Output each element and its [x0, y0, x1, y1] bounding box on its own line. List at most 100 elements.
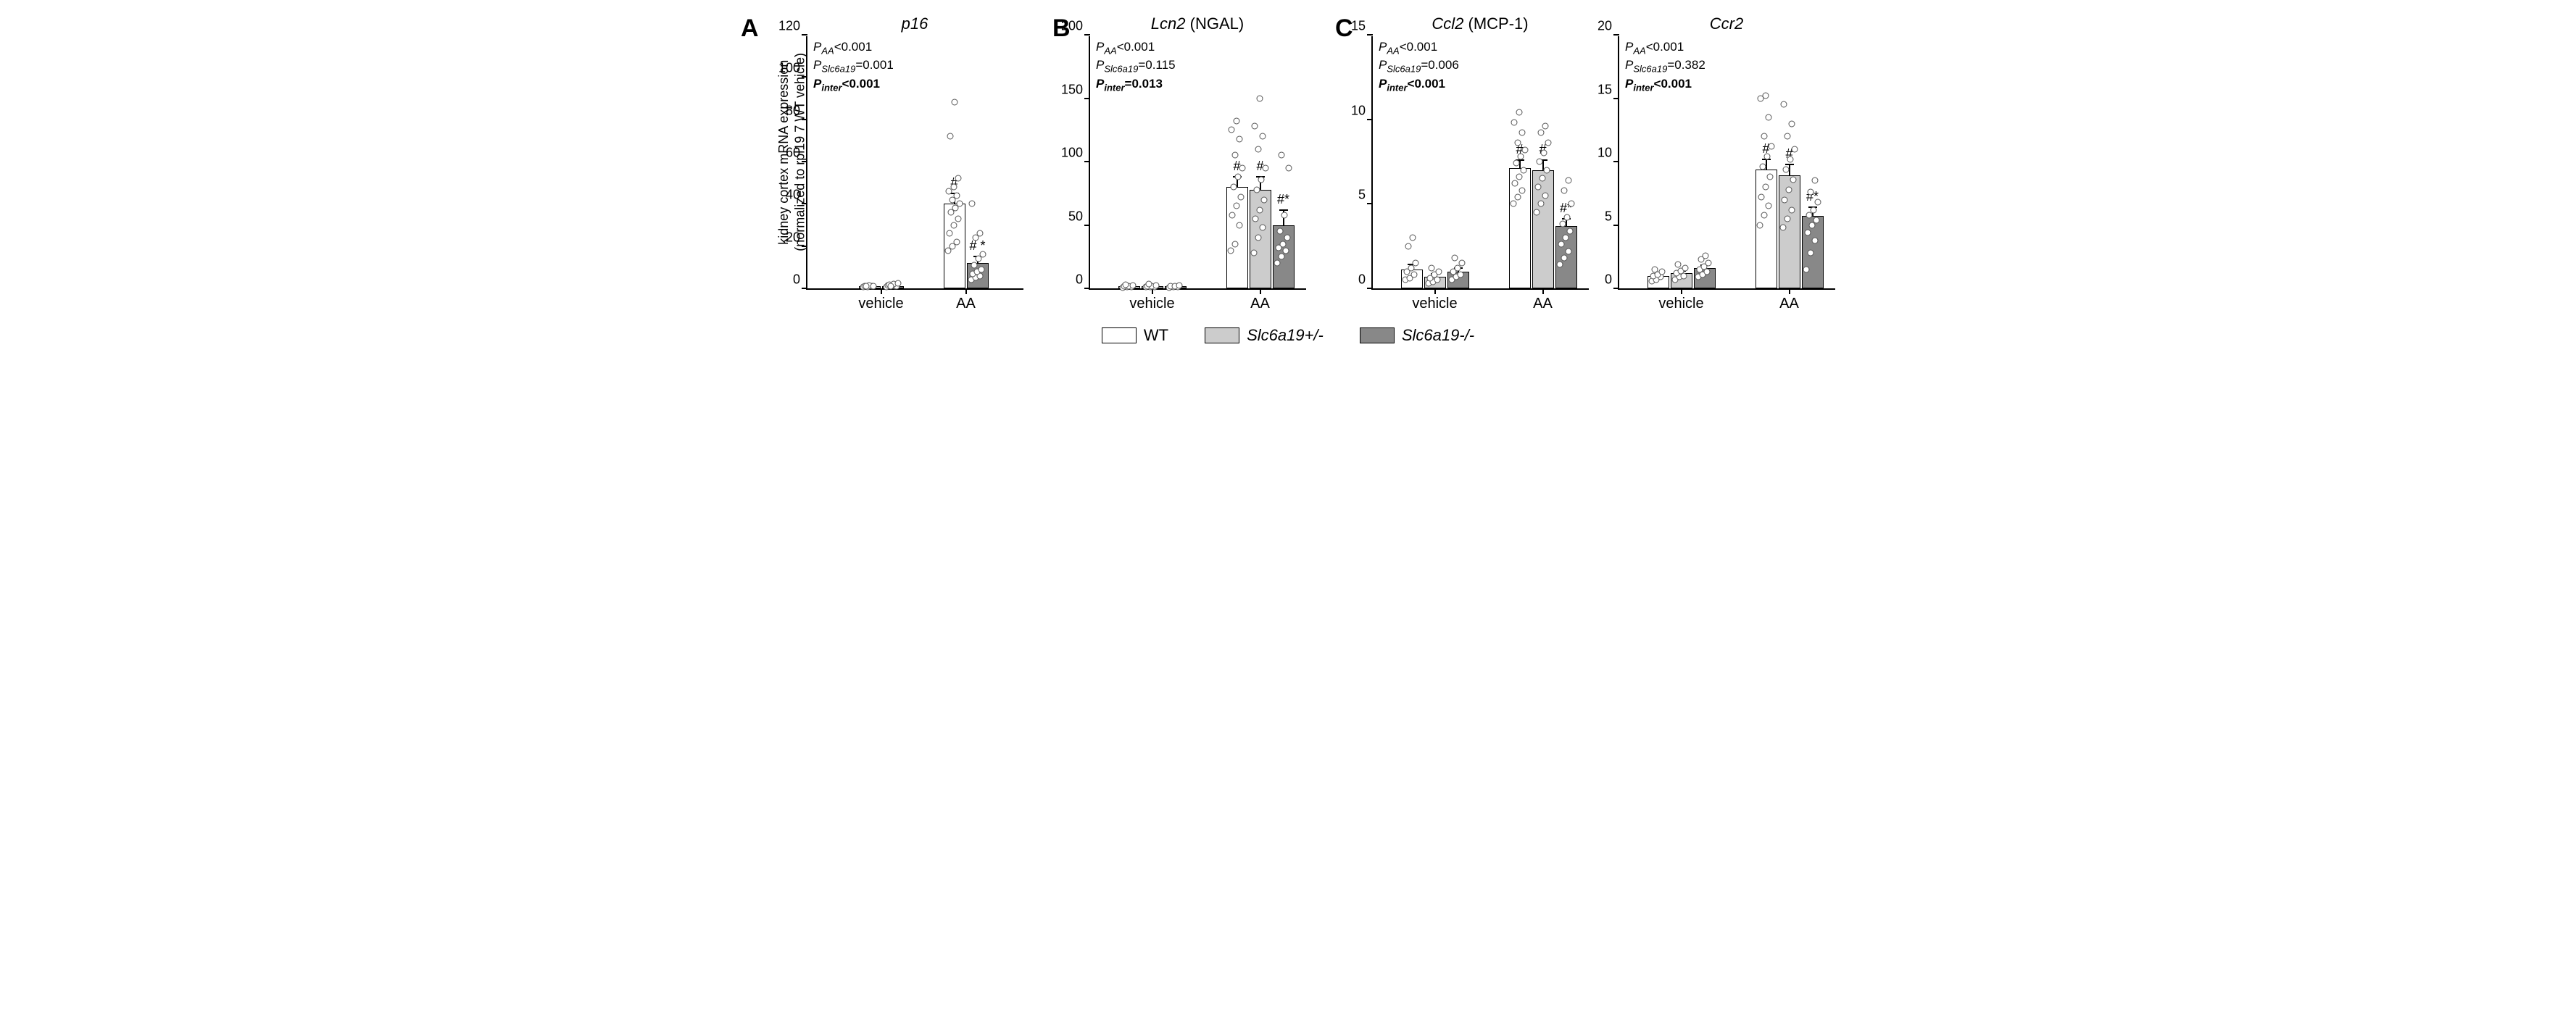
- data-point: [1805, 230, 1811, 236]
- panel-body: CCcl2 (MCP-1)051015PAA<0.001PSlc6a19=0.0…: [1335, 14, 1589, 290]
- data-point: [1763, 154, 1770, 160]
- data-point: [1535, 184, 1542, 191]
- x-group-label: vehicle: [858, 288, 903, 312]
- data-point: [1542, 123, 1548, 130]
- data-point: [1411, 272, 1418, 278]
- data-point: [1252, 215, 1259, 222]
- data-point: [1263, 164, 1269, 171]
- y-tick-label: 50: [1068, 209, 1090, 224]
- data-point: [1239, 164, 1246, 171]
- y-tick: [1613, 98, 1619, 99]
- data-point: [1782, 166, 1789, 172]
- data-point: [969, 201, 976, 207]
- data-point: [1234, 174, 1241, 180]
- data-point: [1511, 120, 1518, 126]
- y-tick-label: 100: [778, 61, 807, 76]
- legend-swatch: [1205, 327, 1239, 343]
- data-point: [976, 230, 983, 237]
- panel-letter: C: [1335, 14, 1371, 290]
- data-point: [957, 201, 963, 207]
- data-point: [1544, 167, 1550, 173]
- legend-label: Slc6a19+/-: [1247, 326, 1324, 345]
- data-point: [947, 230, 953, 237]
- data-point: [1145, 281, 1152, 288]
- data-point: [1522, 146, 1529, 153]
- data-point: [1792, 146, 1798, 152]
- legend-swatch: [1360, 327, 1395, 343]
- y-tick-label: 200: [1061, 19, 1090, 34]
- chart-title: Ccl2 (MCP-1): [1432, 14, 1528, 36]
- data-point: [1767, 174, 1774, 180]
- data-point: [1521, 167, 1527, 173]
- data-point: [1519, 187, 1526, 193]
- x-group-label: AA: [1250, 288, 1270, 312]
- y-tick: [1367, 119, 1373, 120]
- panel-body: Ccr205101520PAA<0.001PSlc6a19=0.382Pinte…: [1618, 14, 1835, 290]
- data-point: [1252, 123, 1258, 130]
- x-group-label: AA: [1779, 288, 1799, 312]
- data-point: [1259, 133, 1266, 140]
- data-point: [1237, 222, 1243, 228]
- data-point: [1565, 177, 1571, 183]
- error-bar-cap: [1785, 164, 1794, 165]
- data-point: [1807, 189, 1813, 196]
- y-tick-label: 0: [793, 272, 807, 288]
- data-point: [1238, 194, 1245, 201]
- data-point: [1561, 187, 1567, 193]
- data-point: [1255, 235, 1262, 241]
- data-point: [1567, 227, 1574, 234]
- data-point: [1569, 201, 1575, 207]
- data-point: [980, 251, 986, 258]
- data-point: [1413, 260, 1419, 267]
- data-point: [1274, 260, 1281, 267]
- data-point: [1516, 174, 1523, 180]
- data-point: [887, 283, 894, 290]
- data-point: [1758, 194, 1765, 201]
- data-point: [1122, 282, 1129, 288]
- data-point: [1281, 212, 1287, 218]
- data-point: [1513, 160, 1519, 167]
- data-point: [1762, 93, 1769, 99]
- data-point: [1781, 101, 1787, 108]
- panel-letter: A: [741, 14, 777, 290]
- legend-item: Slc6a19+/-: [1205, 326, 1324, 345]
- significance-marker: #*: [1277, 192, 1289, 207]
- data-point: [1261, 196, 1268, 203]
- y-tick-label: 0: [1076, 272, 1090, 288]
- data-point: [1786, 186, 1792, 193]
- data-point: [1236, 135, 1242, 142]
- y-tick: [802, 34, 807, 36]
- y-tick-label: 40: [786, 188, 807, 203]
- y-tick: [1367, 203, 1373, 204]
- x-group-label: AA: [1533, 288, 1553, 312]
- data-point: [1557, 262, 1563, 268]
- data-point: [1436, 268, 1442, 275]
- chart-title: Ccr2: [1710, 14, 1743, 36]
- data-point: [1234, 203, 1240, 209]
- data-point: [1765, 114, 1771, 120]
- p-values: PAA<0.001PSlc6a19=0.382Pinter<0.001: [1625, 39, 1705, 94]
- data-point: [1278, 152, 1284, 159]
- chart-column: Lcn2 (NGAL)050100150200PAA<0.001PSlc6a19…: [1089, 14, 1306, 290]
- panel: Ccr205101520PAA<0.001PSlc6a19=0.382Pinte…: [1618, 14, 1835, 290]
- data-point: [1803, 266, 1810, 272]
- y-tick-label: 100: [1061, 146, 1090, 161]
- data-point: [1784, 133, 1790, 140]
- legend-label: WT: [1144, 326, 1168, 345]
- y-tick: [1613, 288, 1619, 289]
- data-point: [1253, 186, 1260, 193]
- y-tick: [802, 288, 807, 289]
- data-point: [1260, 225, 1266, 231]
- data-point: [1511, 201, 1517, 207]
- data-point: [1231, 152, 1238, 159]
- y-tick: [802, 203, 807, 204]
- data-point: [1409, 235, 1416, 241]
- data-point: [1542, 192, 1549, 199]
- data-point: [1561, 255, 1568, 262]
- data-point: [1808, 250, 1814, 256]
- data-point: [1286, 164, 1292, 171]
- legend-label: Slc6a19-/-: [1402, 326, 1474, 345]
- data-point: [1813, 217, 1820, 223]
- legend-swatch: [1102, 327, 1137, 343]
- plot-area: 020406080100120PAA<0.001PSlc6a19=0.001Pi…: [806, 36, 1023, 290]
